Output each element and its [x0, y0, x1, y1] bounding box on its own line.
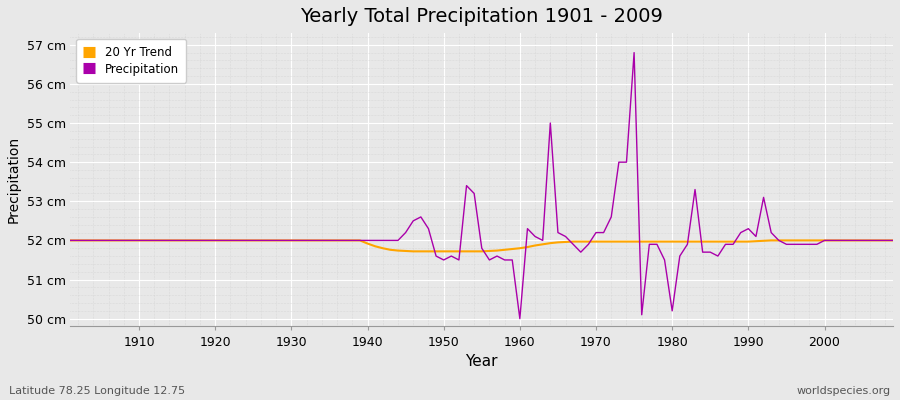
Text: worldspecies.org: worldspecies.org	[796, 386, 891, 396]
Legend: 20 Yr Trend, Precipitation: 20 Yr Trend, Precipitation	[76, 39, 186, 83]
X-axis label: Year: Year	[465, 354, 498, 369]
Precipitation	[629, 50, 640, 55]
20 Yr Trend	[126, 238, 137, 243]
Precipitation	[515, 316, 526, 321]
20 Yr Trend	[522, 245, 533, 250]
Precipitation	[522, 226, 533, 231]
Title: Yearly Total Precipitation 1901 - 2009: Yearly Total Precipitation 1901 - 2009	[301, 7, 663, 26]
20 Yr Trend	[408, 249, 418, 254]
Precipitation	[507, 258, 517, 262]
Precipitation	[614, 160, 625, 164]
Line: 20 Yr Trend: 20 Yr Trend	[70, 240, 893, 251]
20 Yr Trend	[887, 238, 898, 243]
20 Yr Trend	[65, 238, 76, 243]
20 Yr Trend	[339, 238, 350, 243]
Y-axis label: Precipitation: Precipitation	[7, 136, 21, 223]
20 Yr Trend	[614, 239, 625, 244]
20 Yr Trend	[293, 238, 304, 243]
Precipitation	[126, 238, 137, 243]
Text: Latitude 78.25 Longitude 12.75: Latitude 78.25 Longitude 12.75	[9, 386, 185, 396]
Precipitation	[887, 238, 898, 243]
Line: Precipitation: Precipitation	[70, 53, 893, 319]
20 Yr Trend	[515, 246, 526, 251]
Precipitation	[293, 238, 304, 243]
Precipitation	[65, 238, 76, 243]
Precipitation	[339, 238, 350, 243]
